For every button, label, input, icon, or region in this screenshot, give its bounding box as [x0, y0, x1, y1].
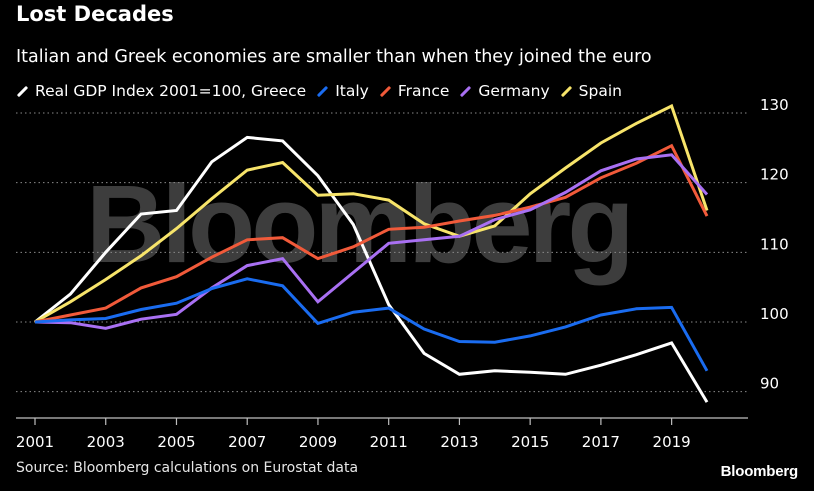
x-tick-label-2007: 2007 — [228, 433, 266, 451]
legend-label-germany: Germany — [478, 82, 550, 100]
bloomberg-logo: Bloomberg — [720, 463, 799, 480]
x-tick-label-2011: 2011 — [370, 433, 408, 451]
series-layer — [34, 103, 709, 403]
x-tick-label-2013: 2013 — [440, 433, 478, 451]
series-line-italy — [34, 277, 709, 372]
y-tick-label-120: 120 — [760, 166, 789, 184]
series-line-spain — [34, 103, 709, 324]
legend-item-italy: Italy — [316, 82, 369, 100]
x-tick-label-2009: 2009 — [299, 433, 337, 451]
chart-title: Lost Decades — [16, 2, 174, 26]
y-tick-label-130: 130 — [760, 96, 789, 114]
x-tick-label-2017: 2017 — [582, 433, 620, 451]
y-tick-label-90: 90 — [760, 375, 779, 393]
legend-item-greece: Real GDP Index 2001=100, Greece — [16, 82, 306, 100]
legend-item-spain: Spain — [560, 82, 622, 100]
y-tick-label-100: 100 — [760, 305, 789, 323]
chart-subtitle: Italian and Greek economies are smaller … — [16, 47, 652, 67]
x-tick-label-2015: 2015 — [511, 433, 549, 451]
chart-legend: Real GDP Index 2001=100, Greece Italy Fr… — [16, 82, 632, 100]
series-line-greece — [34, 135, 709, 403]
legend-item-germany: Germany — [459, 82, 550, 100]
legend-label-italy: Italy — [335, 82, 369, 100]
series-line-france — [34, 143, 709, 324]
axis-layer — [16, 417, 748, 425]
legend-label-spain: Spain — [578, 82, 622, 100]
y-tick-label-110: 110 — [760, 235, 789, 253]
x-tick-label-2001: 2001 — [16, 433, 54, 451]
legend-label-greece: Real GDP Index 2001=100, Greece — [35, 82, 307, 100]
legend-label-france: France — [397, 82, 450, 100]
x-tick-label-2003: 2003 — [87, 433, 125, 451]
x-tick-label-2005: 2005 — [157, 433, 195, 451]
grid-layer — [16, 112, 748, 393]
series-line-germany — [34, 153, 709, 330]
label-layer: 90 100 110 120 130 2001 2003 2005 2007 2009 2011 20… — [16, 96, 789, 451]
x-tick-label-2019: 2019 — [653, 433, 691, 451]
source-note: Source: Bloomberg calculations on Eurost… — [16, 460, 359, 476]
legend-item-france: France — [379, 82, 450, 100]
